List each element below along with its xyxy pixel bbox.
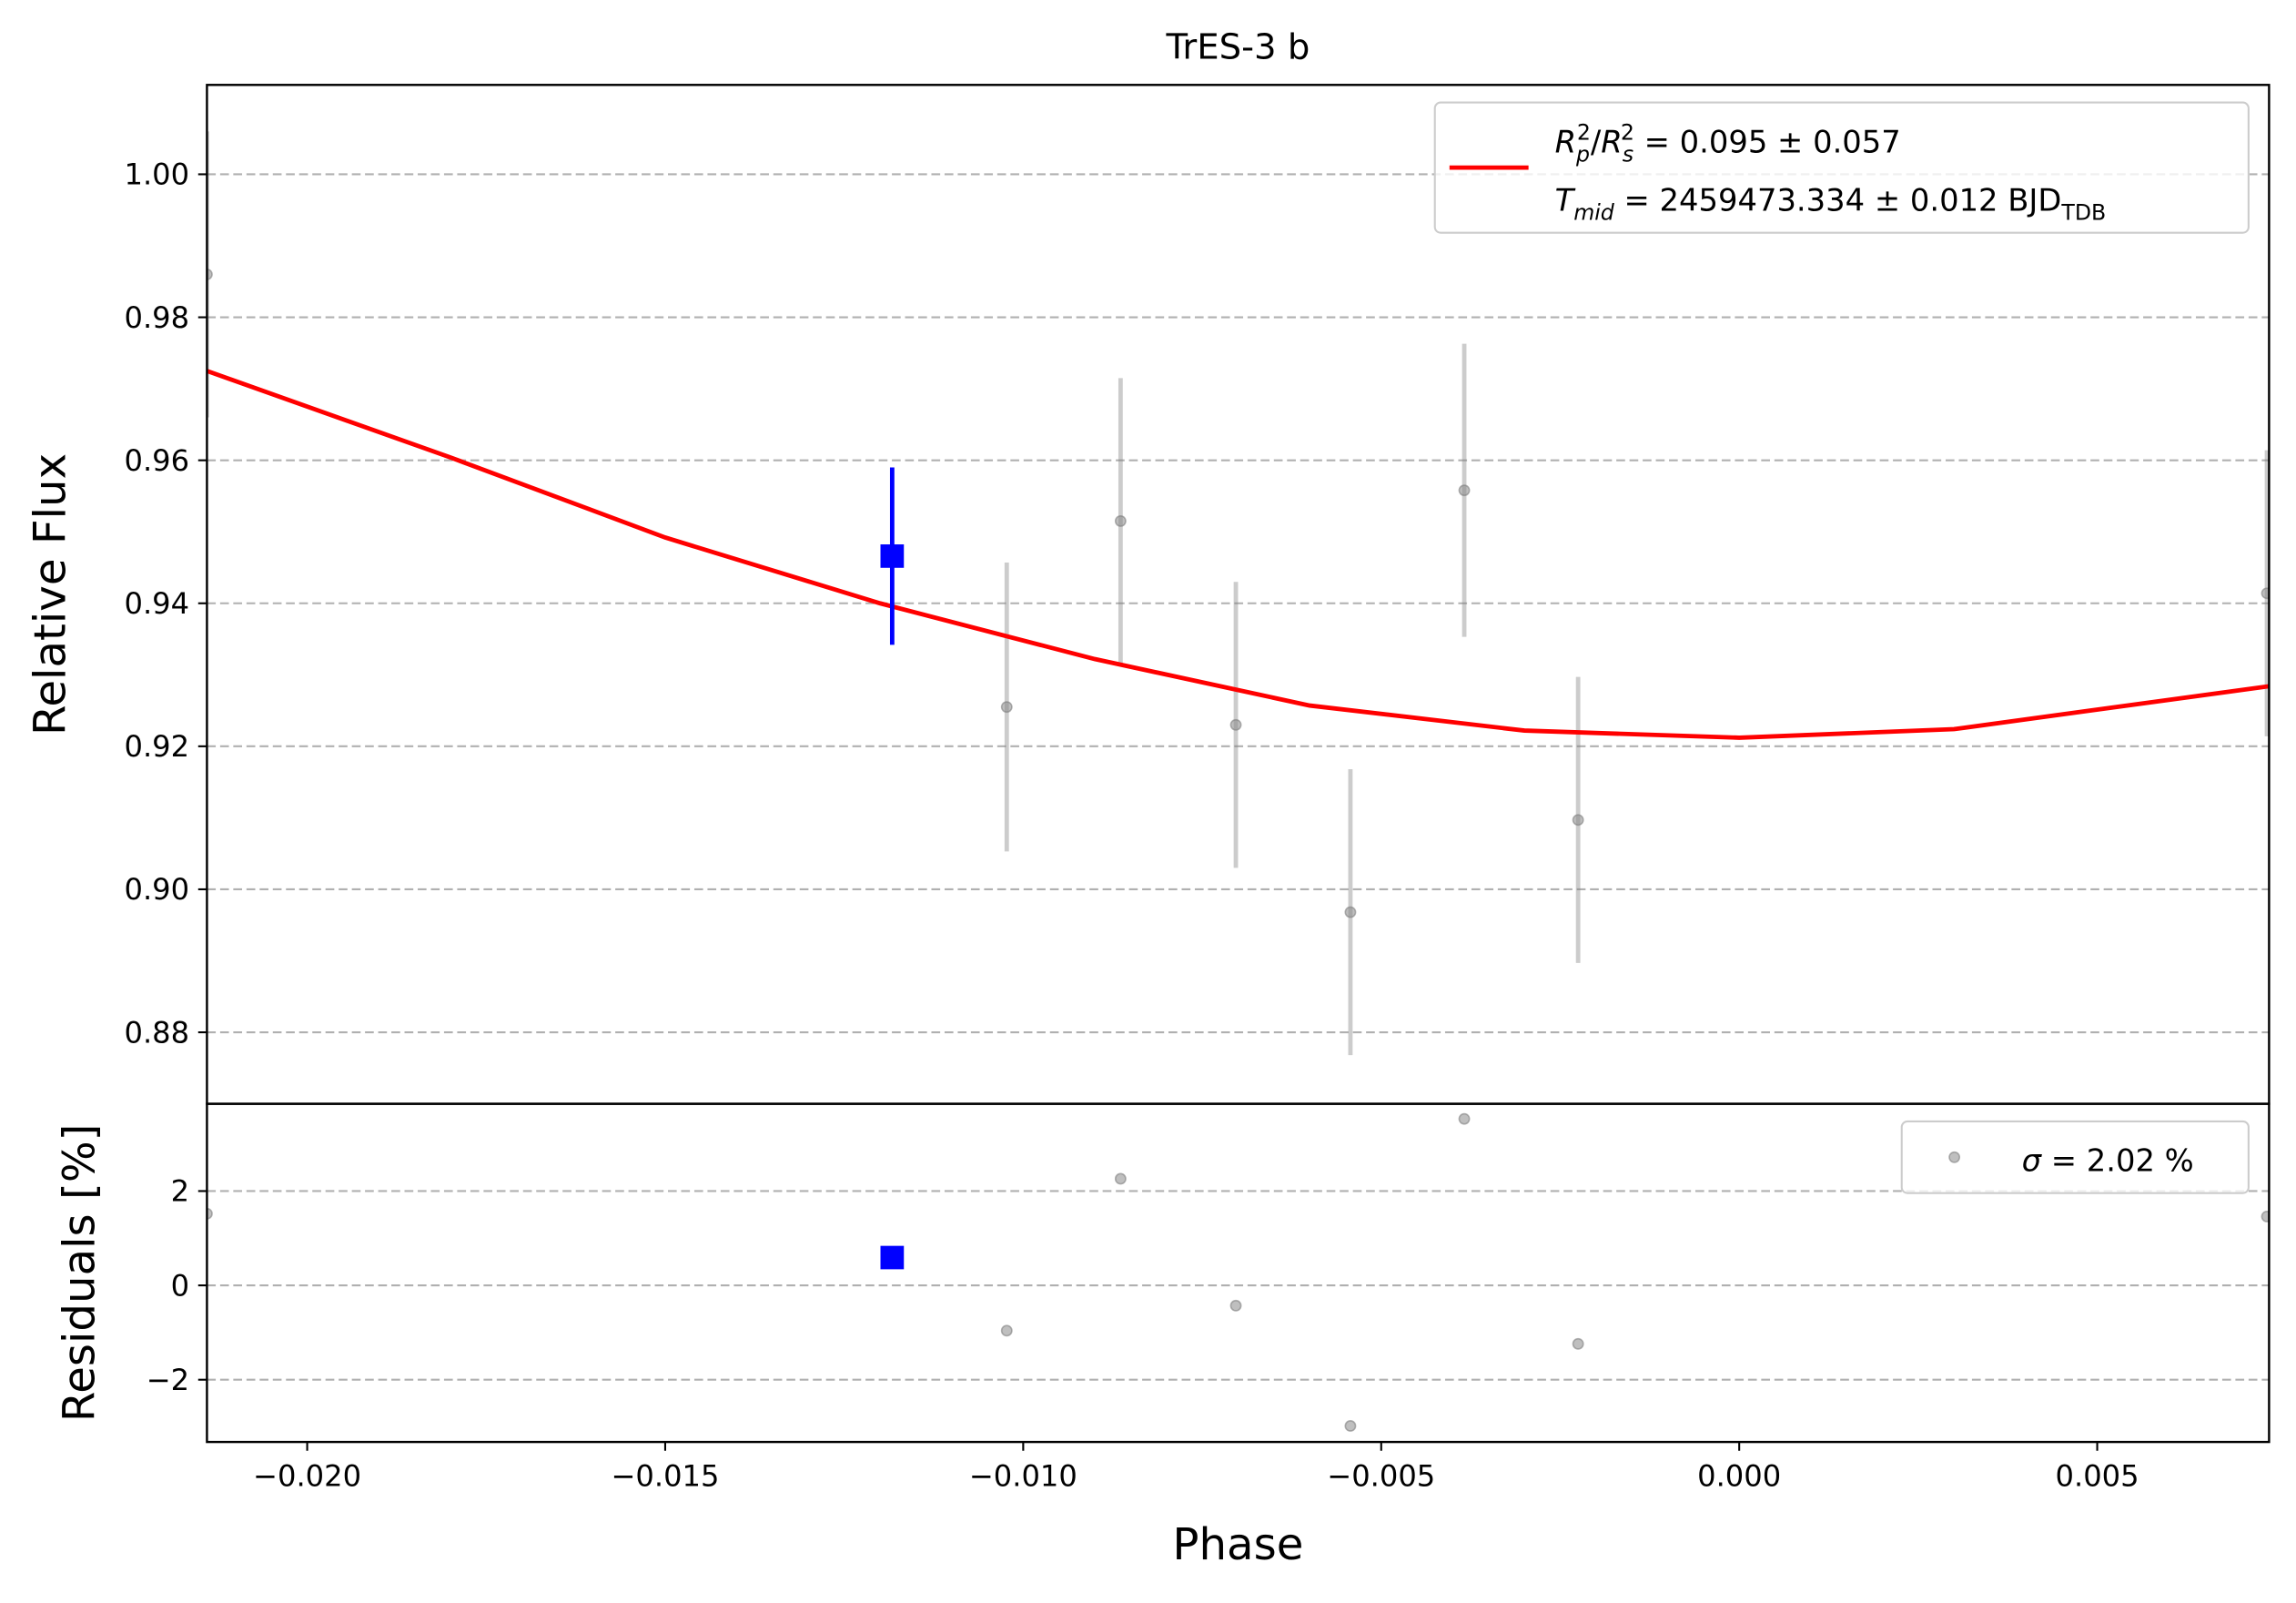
data-point	[1114, 514, 1127, 527]
y-tick-label: 0.94	[125, 586, 190, 621]
legend-text-part: p	[1575, 141, 1590, 167]
legend-label: σ = 2.02 %	[2022, 1143, 2194, 1179]
data-point	[1344, 906, 1357, 918]
data-point	[1229, 718, 1242, 731]
y-tick-label: −2	[147, 1363, 189, 1397]
legend-text-part: σ	[2022, 1143, 2043, 1179]
legend-text-part: s	[1623, 141, 1633, 167]
x-tick-label: −0.005	[1327, 1458, 1435, 1493]
data-point	[1572, 1337, 1584, 1350]
data-point	[1344, 1420, 1357, 1432]
legend-swatch	[1948, 1151, 1961, 1163]
x-tick-label: 0.005	[2056, 1458, 2139, 1493]
data-point	[1000, 1324, 1013, 1337]
legend-text-part: R	[1555, 124, 1576, 159]
data-point	[1458, 1112, 1471, 1125]
plot-area	[207, 1112, 2270, 1432]
legend-text-part: /	[1591, 124, 1602, 159]
y-tick-label: 0.90	[125, 872, 190, 907]
axes-frame	[206, 1102, 2271, 1444]
legend-text-part: = 2459473.334 ± 0.012 BJD	[1614, 183, 2062, 218]
legend-label: Rp2/Rs2 = 0.095 ± 0.057	[1555, 120, 1901, 167]
legend-text-part: R	[1601, 124, 1622, 159]
y-tick-label: 1.00	[125, 157, 190, 192]
y-axis-label: Relative Flux	[25, 453, 76, 736]
legend-text-part: = 0.095 ± 0.057	[1634, 124, 1901, 159]
legend-text-part: 2	[1577, 120, 1591, 146]
legend-box	[1433, 101, 2250, 234]
y-tick-label: 0.98	[125, 300, 190, 335]
legend-text-part: TDB	[2060, 200, 2106, 226]
panel: TrES-3 b 0.88 0.90 0.92 0.94 0.96 0.98 1.00 Rela…	[25, 26, 2271, 1105]
chart-title: TrES-3 b	[1165, 26, 1310, 67]
data-point	[207, 1207, 213, 1220]
x-tick-label: −0.020	[253, 1458, 361, 1493]
data-point	[2261, 587, 2270, 600]
y-axis-label: Residuals [%]	[55, 1124, 106, 1423]
x-tick-label: −0.015	[611, 1458, 719, 1493]
data-point	[1458, 484, 1471, 497]
data-point	[1572, 814, 1584, 827]
data-point	[1229, 1299, 1242, 1312]
legend-text-part: = 2.02 %	[2041, 1143, 2194, 1179]
x-tick-label: 0.000	[1697, 1458, 1781, 1493]
y-tick-label: 0	[171, 1268, 189, 1303]
binned-point	[880, 544, 905, 568]
panel: −2 0 2 −0.020 −0.015 −0.010 −0.005 0.000 0.005 Re…	[55, 1102, 2271, 1570]
legend-text-part: 2	[1621, 120, 1634, 146]
data-point	[207, 268, 213, 280]
y-tick-label: 0.88	[125, 1015, 190, 1050]
x-tick-label: −0.010	[969, 1458, 1077, 1493]
y-tick-label: 0.96	[125, 443, 190, 478]
legend-text-part: T	[1555, 183, 1576, 218]
y-tick-label: 2	[171, 1174, 189, 1209]
legend-box	[1900, 1120, 2250, 1194]
data-point	[1000, 701, 1013, 714]
data-point	[2261, 1210, 2270, 1223]
plot-area	[207, 131, 2270, 1056]
x-axis-label: Phase	[1172, 1519, 1303, 1570]
legend-text-part: mid	[1573, 200, 1615, 226]
binned-point	[880, 1245, 905, 1270]
model-line	[207, 369, 2270, 740]
data-point	[1114, 1172, 1127, 1185]
y-tick-label: 0.92	[125, 729, 190, 764]
legend-label: Tmid = 2459473.334 ± 0.012 BJDTDB	[1555, 183, 2107, 226]
